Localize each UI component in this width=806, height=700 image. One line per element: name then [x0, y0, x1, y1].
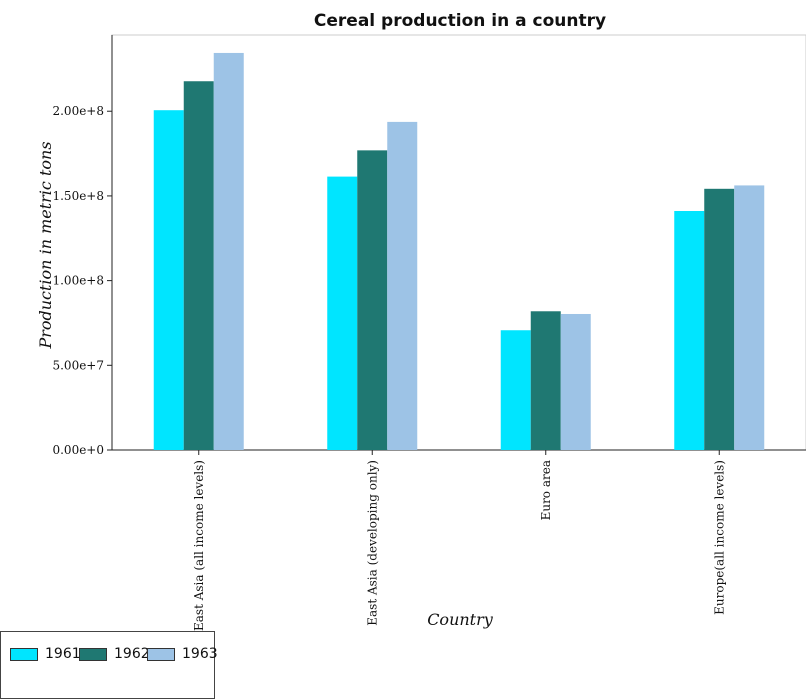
y-tick-label: 0.00e+0: [52, 443, 104, 457]
bar-1962: [183, 81, 214, 450]
x-tick-label: East Asia (developing only): [365, 460, 379, 626]
bar-1963: [560, 313, 591, 450]
y-tick-label: 5.00e+7: [52, 358, 104, 372]
x-tick-label: Euro area: [539, 460, 553, 520]
legend-label-1963: 1963: [182, 646, 218, 662]
y-tick-label: 1.50e+8: [52, 189, 104, 203]
legend-swatch-1961: [10, 647, 38, 661]
legend-swatch-1963: [147, 647, 175, 661]
y-tick-label: 1.00e+8: [52, 274, 104, 288]
x-axis-label: Country: [427, 610, 494, 629]
x-tick-label: East Asia (all income levels): [192, 460, 206, 631]
y-tick-label: 2.00e+8: [52, 104, 104, 118]
bar-1962: [357, 150, 388, 450]
legend-item-1962: 1962: [79, 646, 150, 662]
legend-swatch-1962: [79, 647, 107, 661]
bar-1961: [153, 110, 184, 450]
bar-1961: [674, 210, 705, 450]
y-axis-label: Production in metric tons: [36, 141, 55, 349]
bar-1963: [387, 121, 418, 450]
bar-1961: [500, 330, 531, 450]
legend-item-1963: 1963: [147, 646, 218, 662]
bar-1962: [530, 311, 561, 450]
legend: 1961 1962 1963: [0, 631, 218, 699]
legend-item-1961: 1961: [10, 646, 81, 662]
chart-title: Cereal production in a country: [314, 11, 606, 31]
plot-area: 0.00e+0 5.00e+7 1.00e+8 1.50e+8 2.00e+8 East …: [52, 34, 806, 631]
bar-1962: [704, 188, 735, 450]
bar-1961: [327, 176, 358, 451]
bar-1963: [213, 52, 244, 450]
bar-1963: [734, 185, 765, 450]
x-tick-label: Europe(all income levels): [712, 460, 726, 615]
legend-label-1961: 1961: [45, 646, 81, 662]
legend-label-1962: 1962: [114, 646, 150, 662]
